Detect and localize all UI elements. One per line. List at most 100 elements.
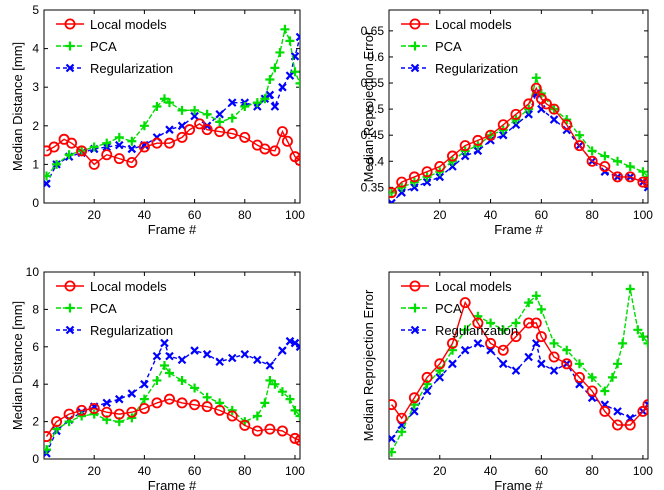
data-point	[270, 63, 280, 73]
data-point	[285, 71, 295, 80]
data-point	[66, 137, 78, 149]
data-point	[265, 90, 275, 100]
data-point	[295, 411, 300, 421]
data-point	[389, 434, 396, 443]
data-point	[613, 156, 623, 166]
data-point	[510, 108, 522, 120]
data-point	[265, 361, 275, 370]
legend-marker	[64, 18, 76, 30]
data-point	[215, 357, 224, 367]
data-point	[140, 379, 149, 389]
data-point	[44, 445, 52, 455]
data-point	[561, 358, 573, 370]
data-point	[549, 115, 559, 124]
y-tick-label: 0.4	[367, 154, 384, 168]
y-tick-label: 5	[32, 3, 39, 17]
y-tick-label: 0.35	[361, 180, 385, 194]
legend-label: PCA	[90, 39, 117, 54]
data-point	[275, 47, 285, 57]
data-point	[613, 359, 623, 369]
data-point	[389, 447, 397, 457]
data-point	[194, 118, 206, 130]
data-point	[201, 401, 213, 413]
data-point	[127, 389, 137, 398]
legend: Local models PCA Regularization	[56, 279, 173, 338]
x-tick-label: 20	[88, 208, 102, 222]
data-point	[511, 120, 521, 130]
data-point	[88, 158, 100, 170]
data-point	[548, 351, 560, 363]
y-axis-label: Median Distance [mm]	[10, 42, 25, 171]
data-point	[88, 403, 100, 415]
data-point	[64, 150, 74, 160]
data-point	[278, 82, 287, 92]
axes-box	[43, 271, 301, 460]
data-point	[531, 291, 541, 301]
data-point	[473, 146, 483, 156]
data-point	[612, 419, 624, 431]
series-line-local-models	[45, 398, 300, 441]
legend: Local models PCA Regularization	[401, 279, 518, 338]
data-point	[240, 102, 250, 111]
legend-marker	[65, 303, 75, 313]
data-point	[587, 146, 597, 156]
data-point	[89, 142, 99, 152]
data-point	[270, 379, 280, 389]
data-point	[642, 176, 648, 188]
data-point	[177, 375, 187, 385]
x-axis-label: Frame #	[148, 478, 197, 490]
data-point	[446, 150, 458, 162]
data-point	[63, 408, 75, 420]
data-point	[214, 126, 226, 138]
data-point	[633, 325, 643, 335]
data-point	[127, 413, 137, 423]
data-point	[152, 351, 162, 361]
data-point	[264, 423, 276, 435]
data-point	[214, 404, 226, 416]
data-point	[410, 407, 419, 416]
data-point	[460, 151, 470, 161]
data-point	[44, 171, 52, 181]
data-point	[511, 318, 521, 328]
data-point	[159, 94, 169, 104]
legend-label: Regularization	[435, 323, 518, 338]
axes-box	[43, 9, 301, 204]
data-point	[290, 405, 300, 415]
data-point	[139, 394, 149, 404]
data-point	[574, 130, 584, 140]
data-point	[252, 98, 262, 108]
data-point	[294, 155, 300, 167]
y-tick-label: 0.65	[361, 24, 385, 38]
data-point	[642, 399, 648, 411]
data-point	[599, 160, 611, 172]
data-point	[524, 110, 533, 119]
data-point	[586, 385, 598, 397]
data-point	[421, 166, 433, 178]
data-point	[638, 332, 648, 342]
data-point	[435, 373, 445, 382]
data-point	[227, 353, 237, 363]
data-point	[113, 408, 125, 420]
data-point	[251, 425, 263, 437]
y-tick-label: 1	[32, 157, 39, 171]
data-point	[165, 351, 174, 361]
series-line-local-models	[391, 86, 648, 194]
y-tick-label: 0	[32, 452, 39, 466]
legend-label: PCA	[90, 301, 117, 316]
x-tick-label: 40	[138, 208, 152, 222]
y-tick-label: 0.45	[361, 128, 385, 142]
data-point	[389, 198, 396, 203]
x-tick-label: 20	[88, 464, 102, 478]
data-point	[497, 119, 509, 131]
data-point	[562, 345, 572, 355]
data-point	[260, 94, 270, 104]
legend-label: PCA	[435, 301, 462, 316]
x-tick-label: 60	[535, 464, 549, 478]
data-point	[549, 366, 559, 375]
data-point	[280, 24, 290, 34]
data-point	[530, 82, 542, 94]
x-tick-label: 80	[585, 464, 599, 478]
data-point	[259, 143, 271, 155]
data-point	[643, 338, 648, 348]
